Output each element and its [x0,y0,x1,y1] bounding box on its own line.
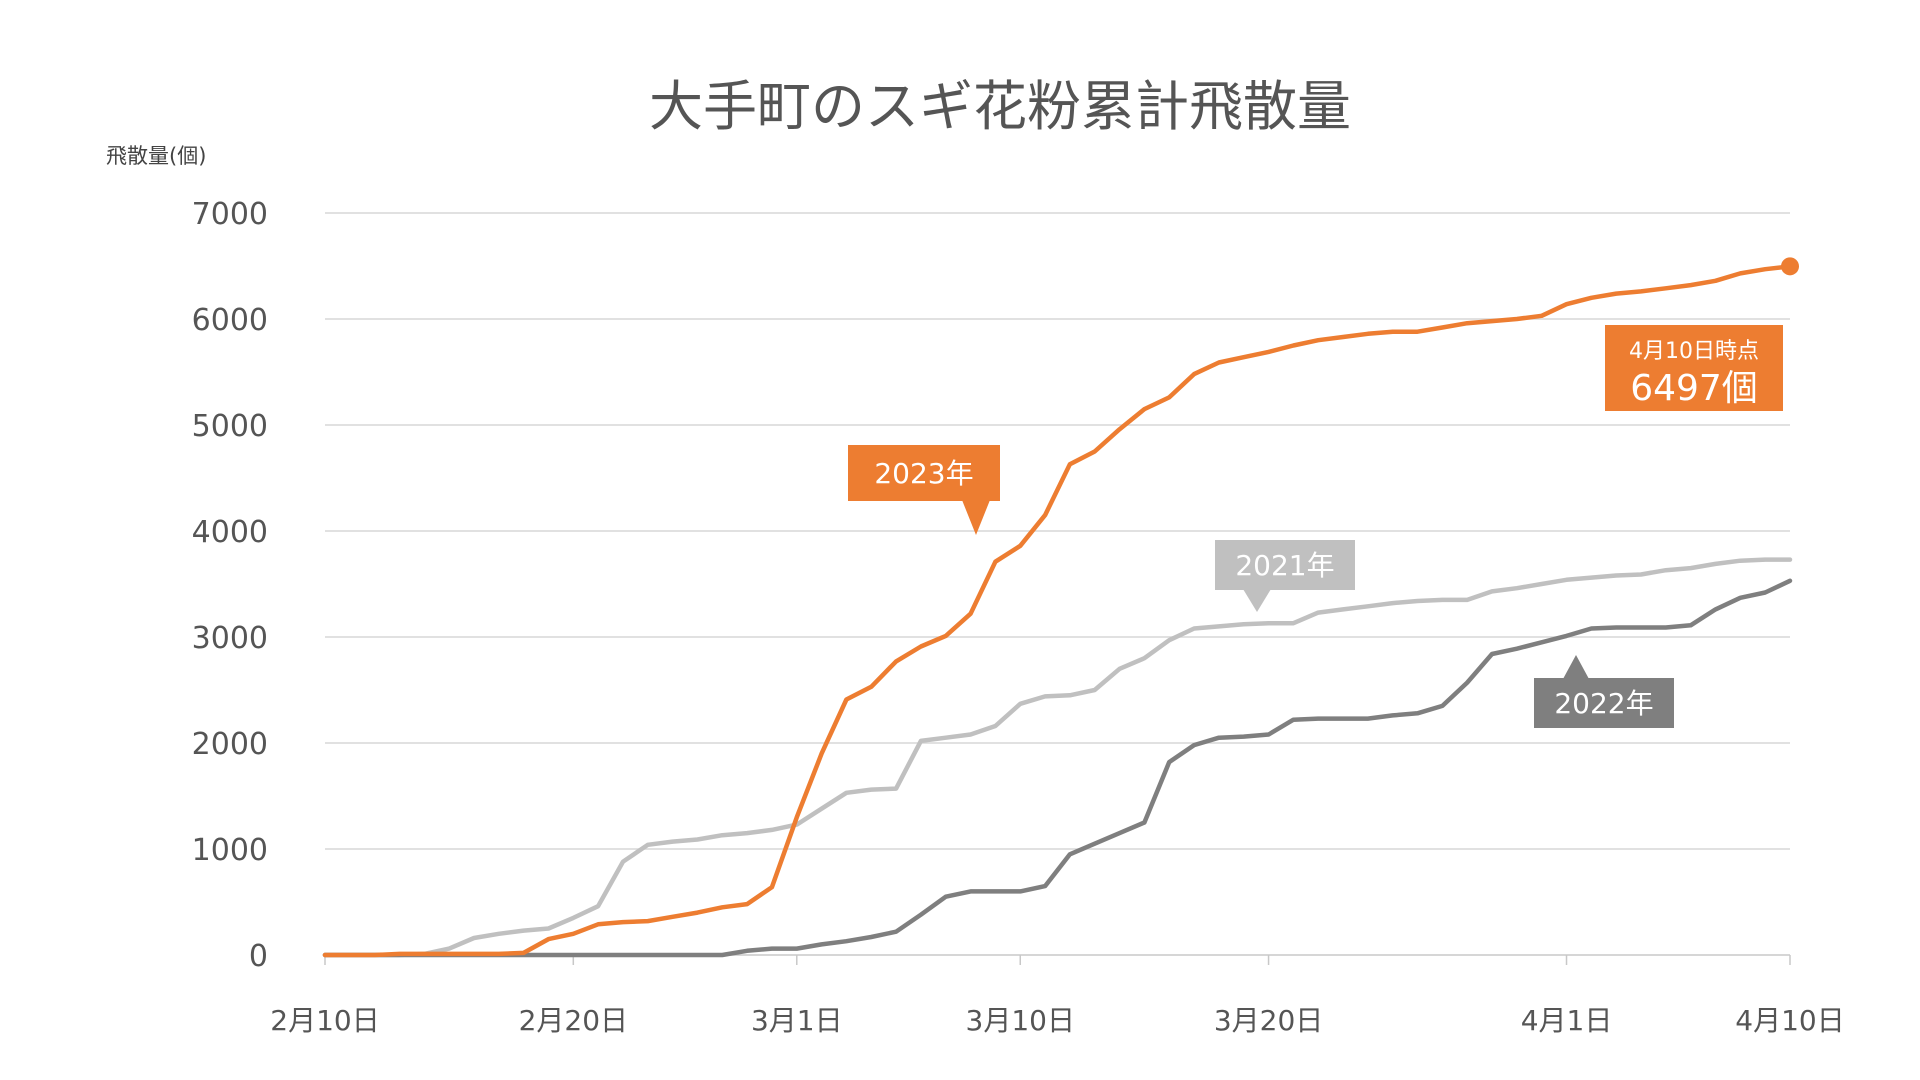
y-axis-ticks: 0 1000 2000 3000 4000 5000 6000 7000 [192,197,268,974]
y-tick-label: 6000 [192,303,268,338]
end-point-marker [1781,257,1799,276]
y-tick-label: 0 [249,939,268,974]
callout-pointer [1563,655,1589,679]
x-tick-label: 4月1日 [1521,1004,1613,1037]
x-tick-label: 3月20日 [1214,1004,1323,1037]
y-tick-label: 7000 [192,197,268,232]
callout-line2: 6497個 [1630,368,1758,409]
callout-line1: 4月10日時点 [1629,339,1759,364]
callout-label: 2023年 [874,457,973,490]
series-lines [322,257,1799,958]
series-2022年 [322,578,1793,958]
callout-label: 2021年 [1235,549,1334,582]
x-tick-label: 4月10日 [1735,1004,1844,1037]
callout-2022: 2022年 [1534,655,1674,728]
x-tick-label: 2月20日 [519,1004,628,1037]
y-tick-label: 4000 [192,515,268,550]
x-tick-label: 3月10日 [966,1004,1075,1037]
callout-box [1215,540,1355,590]
callout-pointer [962,500,990,535]
y-tick-label: 5000 [192,409,268,444]
x-tick-label: 2月10日 [270,1004,379,1037]
y-axis-label: 飛散量(個) [106,144,206,168]
callout-pointer [1243,589,1271,612]
chart-title: 大手町のスギ花粉累計飛散量 [649,75,1351,138]
y-tick-label: 2000 [192,727,268,762]
series-line [322,557,1793,958]
series-line [322,264,1793,958]
callout-label: 2022年 [1554,687,1653,720]
series-2021年 [322,557,1793,958]
series-line [322,578,1793,958]
x-axis-ticks: 2月10日 2月20日 3月1日 3月10日 3月20日 4月1日 4月10日 [270,955,1845,1037]
x-tick-label: 3月1日 [751,1004,843,1037]
series-2023年 [322,264,1793,958]
y-tick-label: 1000 [192,833,268,868]
gridlines [325,212,1790,850]
callout-2021: 2021年 [1215,540,1355,612]
callout-end-value: 4月10日時点 6497個 [1605,325,1783,411]
callout-2023: 2023年 [848,445,1000,535]
callout-box [1534,678,1674,728]
callout-box [848,445,1000,501]
callout-box [1605,325,1783,411]
y-tick-label: 3000 [192,621,268,656]
callouts: 2023年 2021年 2022年 4月10日時点 6497個 [848,325,1783,728]
